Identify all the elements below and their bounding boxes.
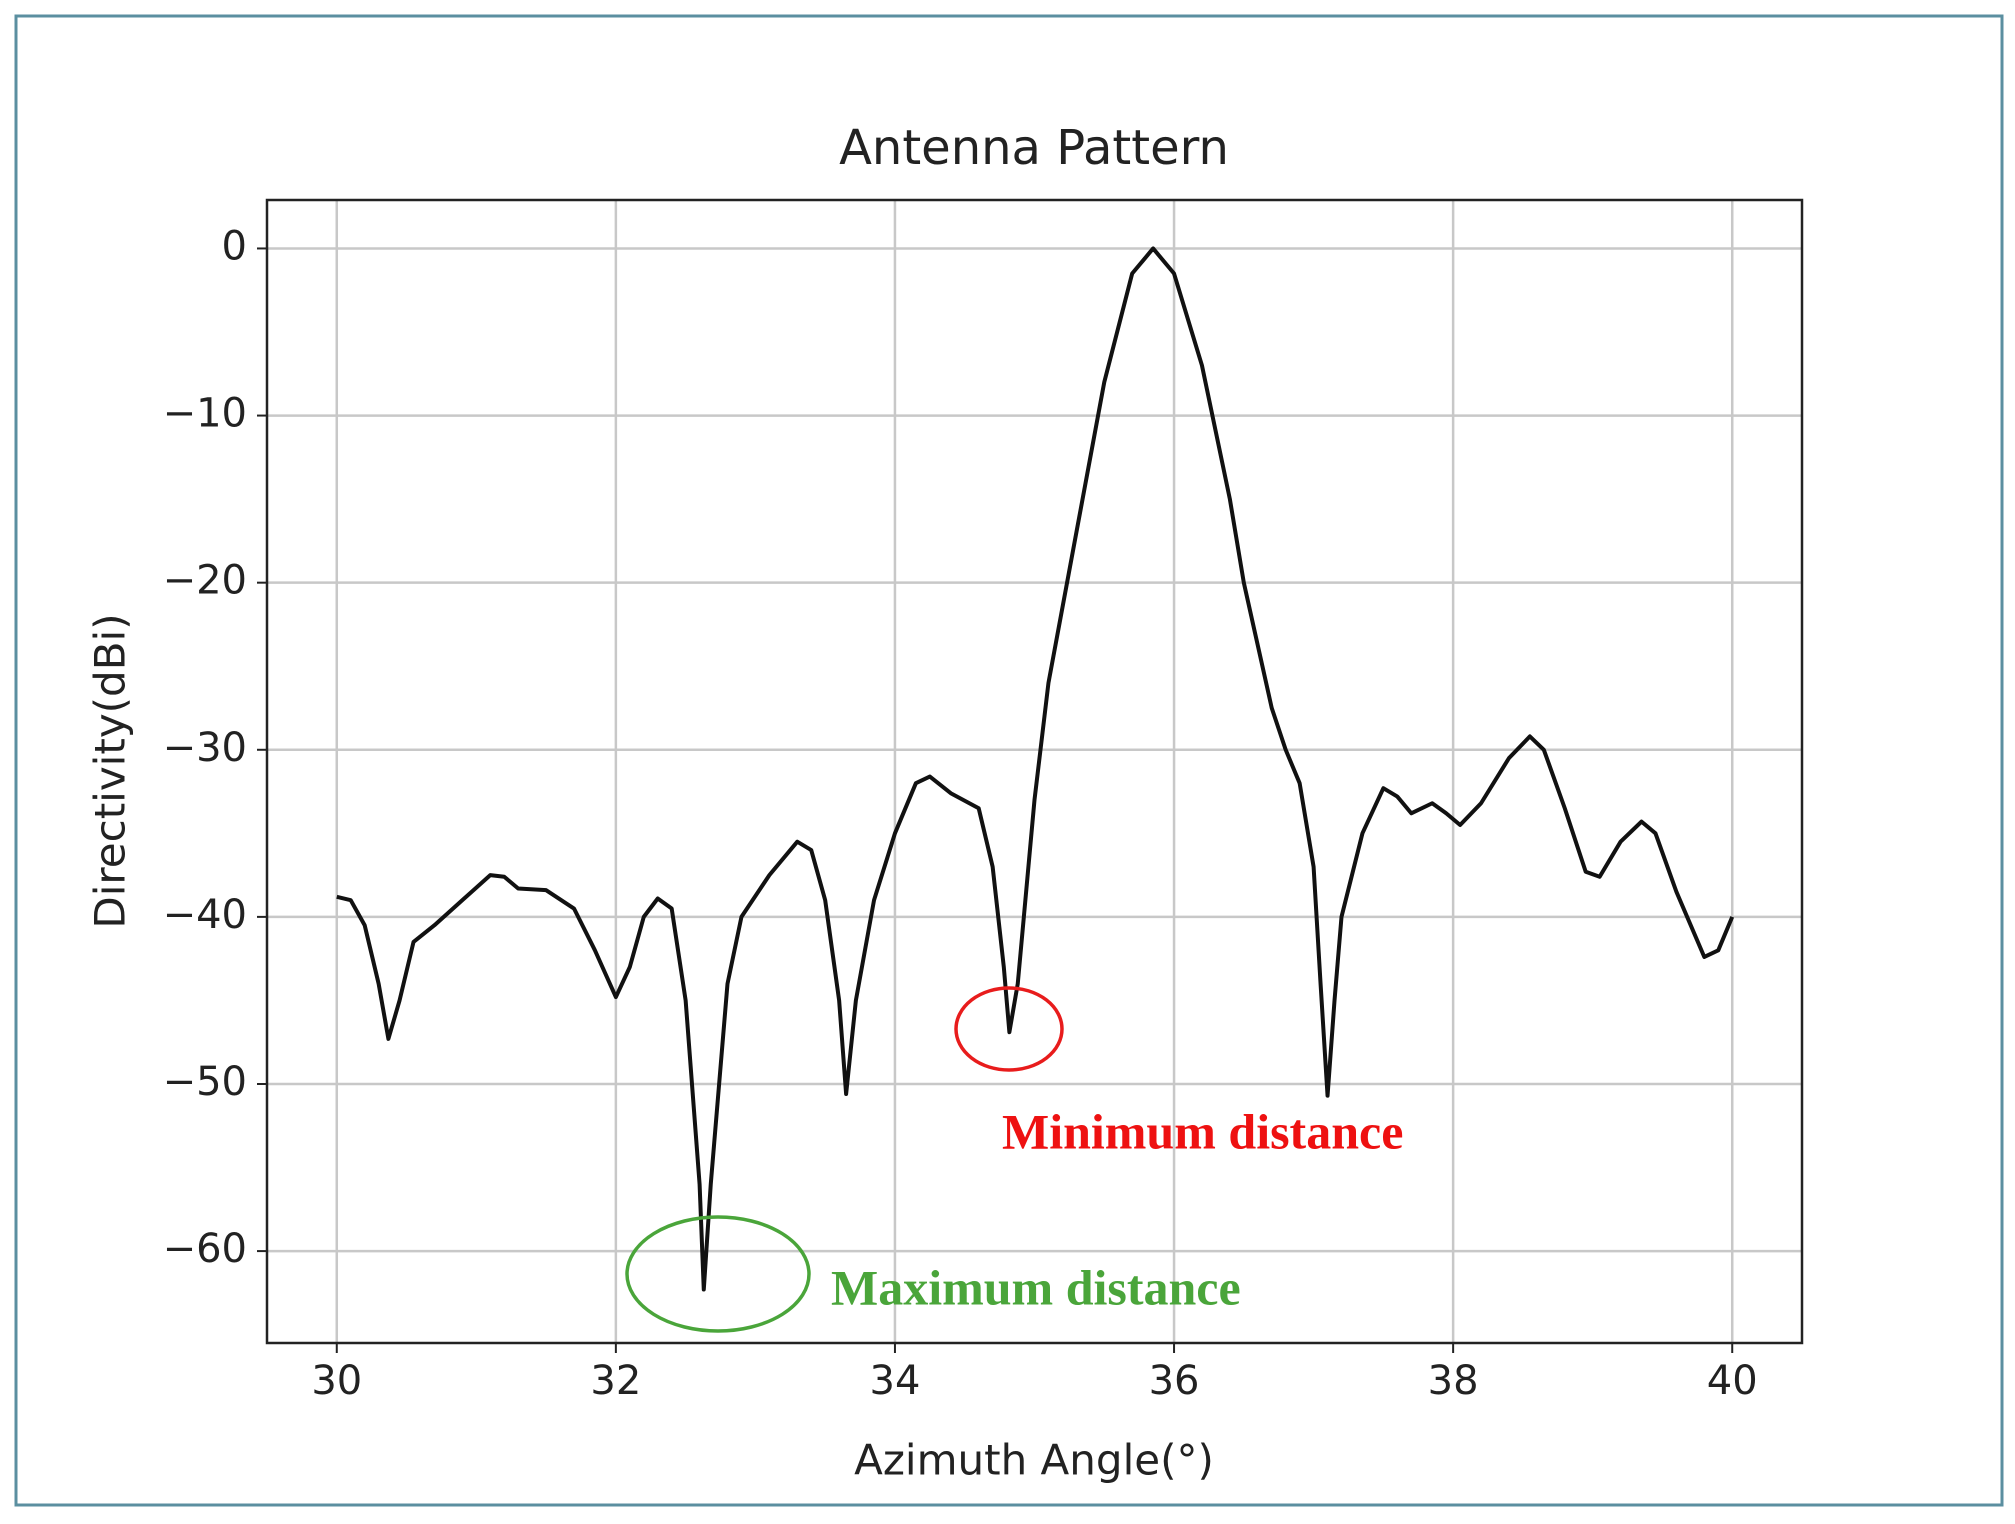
plot-border — [265, 198, 1804, 1345]
x-tick-label: 40 — [1707, 1358, 1758, 1404]
frame — [14, 14, 2004, 1507]
y-tick-label: −60 — [163, 1226, 247, 1272]
annotation-max: Maximum distance — [831, 1259, 1241, 1315]
y-tick-label: −50 — [163, 1059, 247, 1105]
y-tick-label: 0 — [222, 223, 247, 269]
max-ellipse — [625, 1215, 811, 1333]
x-tick-label: 34 — [870, 1358, 921, 1404]
x-tick-label: 38 — [1428, 1358, 1479, 1404]
y-tick-label: −20 — [163, 558, 247, 604]
x-tick-label: 36 — [1149, 1358, 1200, 1404]
x-tick-label: 30 — [311, 1358, 362, 1404]
plot-area: 30 32 34 36 38 40 0 −10 −20 −30 −40 −50 −60 — [163, 198, 1804, 1404]
chart-title: Antenna Pattern — [839, 120, 1229, 176]
annotation-min: Minimum distance — [1002, 1103, 1403, 1159]
x-tick-label: 32 — [590, 1358, 641, 1404]
y-axis-label: Directivity(dBi) — [86, 613, 135, 928]
y-tick-label: −40 — [163, 892, 247, 938]
y-tick-label: −10 — [163, 391, 247, 437]
line-series — [336, 246, 1735, 1292]
y-tick-label: −30 — [163, 725, 247, 771]
x-axis-label: Azimuth Angle(°) — [854, 1436, 1214, 1485]
min-ellipse — [954, 986, 1064, 1072]
